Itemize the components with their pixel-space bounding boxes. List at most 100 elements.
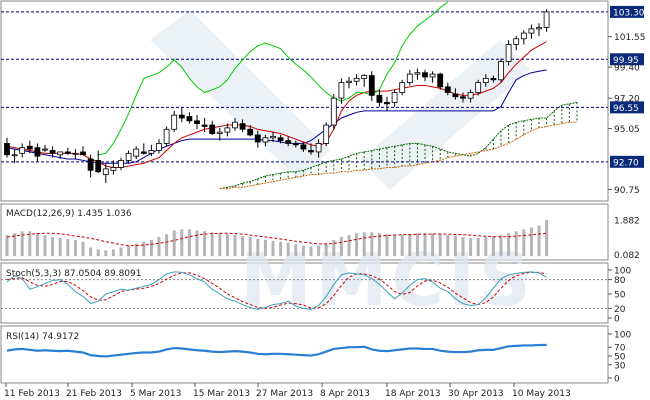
- price-level-tag: [610, 53, 644, 66]
- date-label: 5 Mar 2013: [130, 389, 181, 399]
- candle-body: [194, 120, 200, 125]
- rsi-tick-label: 100: [614, 331, 631, 341]
- candle-body: [262, 137, 269, 143]
- macd-bar: [271, 240, 275, 257]
- macd-bar: [400, 235, 404, 257]
- price-tick-label: 97.20: [614, 95, 640, 105]
- candle-body: [444, 86, 451, 93]
- candle-body: [133, 148, 140, 157]
- macd-signal-line: [6, 232, 547, 247]
- candle-body: [42, 148, 48, 151]
- candle-body: [64, 151, 71, 154]
- macd-bar: [134, 243, 138, 257]
- price-tick-label: 90.75: [614, 186, 640, 196]
- stoch-main-line: [6, 271, 547, 310]
- rsi-tick-label: 50: [614, 353, 626, 363]
- candle-body: [422, 72, 428, 78]
- date-label: 27 Mar 2013: [256, 389, 313, 399]
- macd-bar: [499, 235, 503, 257]
- macd-bar: [545, 219, 549, 257]
- candle-body: [399, 82, 406, 93]
- macd-bar: [476, 238, 480, 257]
- rsi-tick-label: 70: [614, 344, 626, 354]
- candle-body: [186, 116, 193, 122]
- senkou-span-a: [219, 101, 578, 190]
- macd-bar: [393, 235, 397, 257]
- macd-bar: [309, 246, 313, 257]
- macd-bar: [157, 237, 161, 257]
- macd-bar: [453, 236, 457, 257]
- candle-body: [520, 32, 527, 40]
- macd-bar: [362, 232, 366, 257]
- stoch-tick-label: 80: [614, 276, 626, 286]
- candle-body: [376, 94, 383, 103]
- candle-body: [19, 147, 26, 154]
- macd-bar: [415, 233, 419, 257]
- macd-bar: [537, 225, 541, 257]
- macd-bar: [317, 245, 321, 257]
- macd-bar: [370, 232, 374, 257]
- candle-body: [209, 124, 216, 134]
- macd-bar: [446, 235, 450, 257]
- macd-bar: [431, 233, 435, 257]
- macd-bar: [324, 243, 328, 257]
- macd-bar: [20, 231, 24, 257]
- date-label: 21 Feb 2013: [66, 389, 122, 399]
- candle-body: [254, 134, 261, 143]
- candle-body: [498, 61, 504, 81]
- candle-body: [26, 145, 33, 150]
- candle-body: [429, 73, 436, 78]
- macd-tick-label: 1.882: [614, 217, 640, 227]
- candle-body: [140, 151, 147, 154]
- stochastic-title: Stoch(5,3,3) 87.0504 89.8091: [6, 269, 141, 279]
- macd-bar: [286, 242, 290, 257]
- candle-body: [406, 73, 413, 84]
- macd-bar: [51, 237, 55, 257]
- macd-bar: [339, 237, 343, 257]
- macd-bar: [294, 244, 298, 257]
- candle-body: [330, 97, 337, 126]
- macd-bar: [142, 241, 146, 257]
- stoch-tick-label: 0: [614, 315, 620, 325]
- macd-bar: [279, 241, 283, 257]
- candle-body: [482, 77, 489, 84]
- macd-bar: [461, 237, 465, 257]
- candle-body: [391, 92, 398, 103]
- price-tick-label: 95.05: [614, 125, 640, 135]
- macd-bar: [529, 227, 533, 257]
- candle-body: [110, 167, 117, 171]
- candle-body: [57, 151, 64, 156]
- date-label: 8 Apr 2013: [320, 389, 370, 399]
- rsi-line: [6, 343, 547, 358]
- candle-body: [292, 143, 299, 146]
- macd-bar: [248, 237, 252, 257]
- price-level-label: 99.95: [613, 56, 639, 66]
- date-label: 18 Apr 2013: [385, 389, 441, 399]
- macd-bar: [28, 231, 32, 257]
- macd-bar: [256, 238, 260, 257]
- price-chart: [1, 1, 608, 190]
- candle-body: [87, 158, 94, 171]
- candle-body: [460, 96, 466, 99]
- stoch-tick-label: 50: [614, 291, 626, 301]
- candle-body: [102, 168, 109, 175]
- watermark-shape: [360, 40, 530, 190]
- macd-bar: [263, 239, 267, 257]
- macd-bar: [35, 233, 39, 257]
- candle-body: [452, 93, 459, 98]
- stoch-signal-line: [6, 271, 547, 309]
- price-level-label: 96.55: [613, 104, 639, 114]
- watermark-shape: [150, 10, 330, 180]
- macd-bar: [111, 249, 115, 257]
- macd-chart: [5, 219, 549, 257]
- macd-bar: [13, 233, 17, 257]
- macd-bar: [355, 233, 359, 257]
- candle-body: [95, 159, 102, 173]
- macd-bar: [66, 238, 70, 257]
- macd-bar: [491, 236, 495, 257]
- candle-body: [315, 143, 322, 153]
- candle-body: [338, 82, 345, 99]
- candle-body: [536, 27, 542, 30]
